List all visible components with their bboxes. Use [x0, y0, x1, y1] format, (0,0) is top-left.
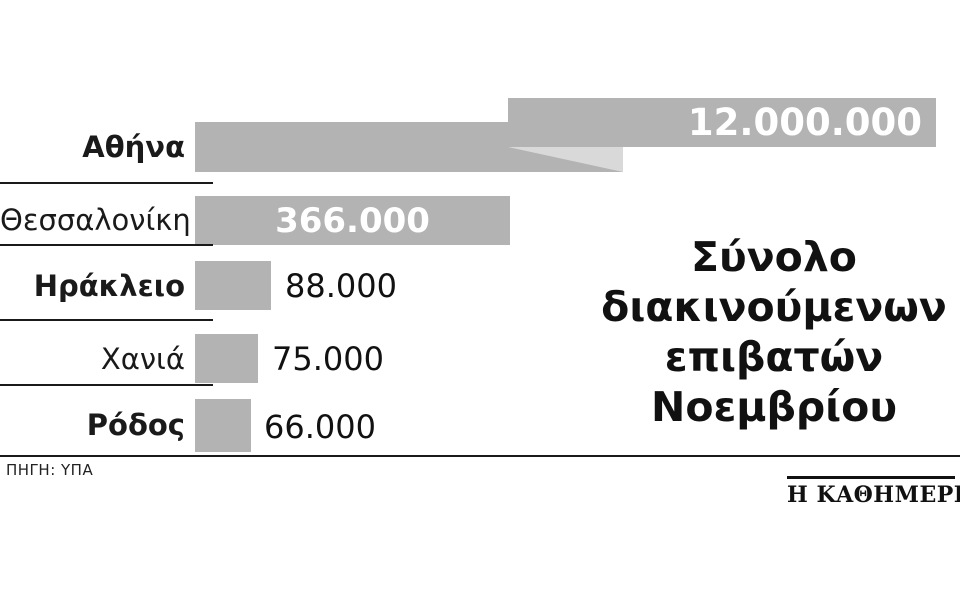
chart-title-line: διακινούμενων — [601, 283, 947, 331]
chart-title-line: Νοεμβρίου — [651, 383, 897, 431]
row-divider — [0, 319, 213, 321]
bar-label-rhodes: Ρόδος — [86, 408, 185, 442]
chart-title-line: επιβατών — [664, 333, 884, 381]
row-divider — [0, 384, 213, 386]
chart-title-line: Σύνολο — [691, 233, 857, 281]
bar-athens-overflow: 12.000.000 — [508, 98, 936, 147]
row-divider — [0, 182, 213, 184]
source-note: ΠΗΓΗ: ΥΠΑ — [6, 461, 94, 479]
bar-thessaloniki: 366.000 — [195, 196, 510, 245]
kathimerini-logo: Η ΚΑΘΗΜΕΡΙΝΗ — [787, 476, 960, 508]
value-chania: 75.000 — [272, 340, 384, 378]
value-thessaloniki: 366.000 — [275, 200, 430, 241]
bar-label-athens: Αθήνα — [82, 130, 185, 164]
chart-title: Σύνολο διακινούμενων επιβατών Νοεμβρίου — [588, 232, 960, 432]
bar-heraklion — [195, 261, 271, 310]
row-divider — [0, 244, 213, 246]
chart-bottom-rule — [0, 455, 960, 457]
value-rhodes: 66.000 — [264, 408, 376, 446]
value-heraklion: 88.000 — [285, 267, 397, 305]
bar-label-thessaloniki: Θεσσαλονίκη — [0, 203, 191, 237]
value-athens: 12.000.000 — [687, 101, 922, 144]
bar-rhodes — [195, 399, 251, 452]
bar-chania — [195, 334, 258, 383]
bar-label-chania: Χανιά — [100, 342, 185, 376]
bar-label-heraklion: Ηράκλειο — [33, 269, 185, 303]
